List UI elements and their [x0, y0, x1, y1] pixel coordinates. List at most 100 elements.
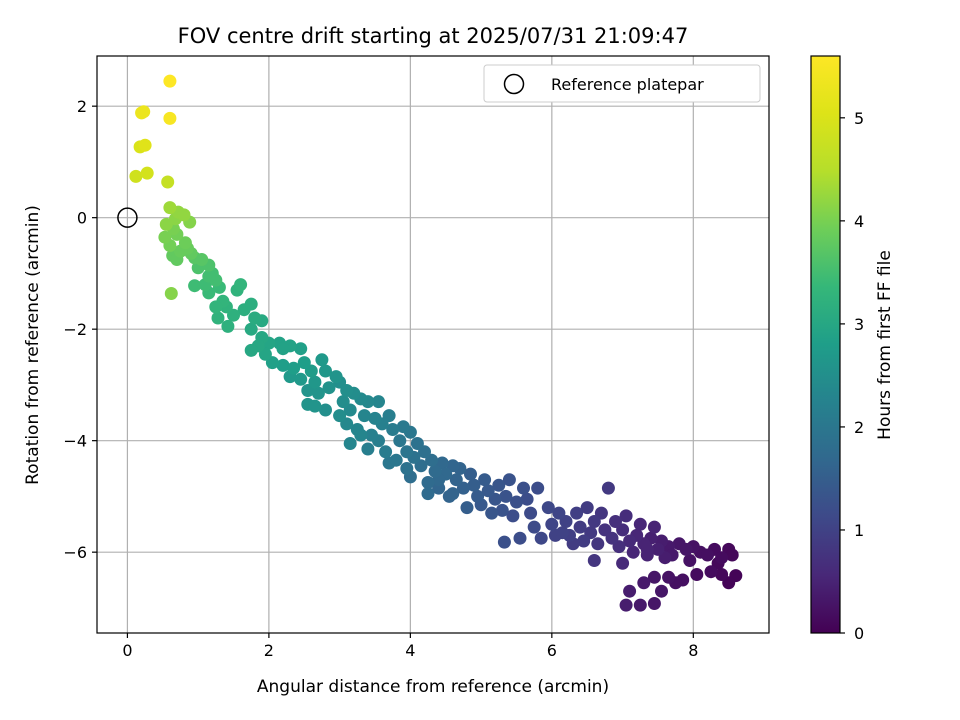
- colorbar-frame: [810, 55, 841, 634]
- legend-box: [483, 64, 761, 103]
- data-point: [623, 584, 637, 598]
- data-point: [400, 462, 414, 475]
- data-point: [138, 138, 152, 152]
- data-point: [221, 319, 235, 333]
- y-tick-label: 2: [77, 97, 87, 116]
- data-point: [502, 473, 516, 487]
- y-axis-label: Rotation from reference (arcmin): [23, 205, 43, 485]
- data-point: [244, 343, 258, 357]
- data-point: [647, 570, 661, 584]
- data-point: [647, 597, 661, 610]
- data-point: [178, 236, 192, 250]
- y-tick-label: 0: [77, 209, 87, 228]
- data-point: [541, 501, 555, 515]
- data-point: [308, 375, 322, 389]
- data-point: [315, 353, 329, 367]
- data-point: [368, 411, 382, 425]
- data-point: [481, 484, 495, 498]
- data-point: [471, 489, 485, 503]
- data-point: [195, 253, 209, 266]
- x-axis-ticks: 0 2 4 6 8: [122, 633, 698, 660]
- data-point: [343, 437, 357, 450]
- data-point: [357, 409, 371, 423]
- data-point: [386, 423, 400, 436]
- data-point: [446, 487, 460, 501]
- data-point: [135, 106, 149, 120]
- data-point: [396, 420, 410, 434]
- colorbar-tick-label: 1: [854, 521, 864, 540]
- data-point: [129, 169, 143, 183]
- data-point: [319, 403, 332, 417]
- data-point: [322, 381, 336, 395]
- data-point: [531, 481, 545, 495]
- data-point: [704, 565, 718, 579]
- data-point: [389, 453, 403, 467]
- data-point: [449, 473, 463, 487]
- data-point: [495, 503, 509, 517]
- colorbar-label: Hours from first FF file: [875, 250, 895, 440]
- colorbar-tick-label: 0: [854, 624, 864, 643]
- data-point: [580, 501, 594, 515]
- data-point: [633, 517, 647, 531]
- data-point: [379, 445, 393, 459]
- x-tick-label: 4: [405, 641, 415, 660]
- data-point: [410, 437, 424, 450]
- data-point: [340, 384, 354, 397]
- colorbar-ticks: 0 1 2 3 4 5: [840, 109, 864, 643]
- data-point: [244, 297, 258, 311]
- data-point: [520, 492, 534, 506]
- data-point: [601, 481, 615, 495]
- data-point: [513, 531, 527, 545]
- data-point: [421, 487, 435, 501]
- data-point: [662, 570, 676, 584]
- data-point: [158, 230, 172, 244]
- plot-frame: [96, 55, 770, 634]
- data-point: [577, 534, 591, 548]
- data-point: [497, 535, 511, 549]
- data-point: [211, 311, 225, 325]
- data-point: [587, 515, 601, 528]
- data-point: [651, 542, 665, 556]
- data-point: [163, 74, 177, 88]
- data-point: [467, 478, 481, 492]
- data-point: [701, 548, 714, 562]
- legend-reference-marker: [503, 73, 525, 95]
- data-point: [623, 534, 637, 548]
- data-point: [499, 489, 513, 503]
- data-point: [460, 501, 474, 515]
- colorbar-tick-label: 2: [854, 418, 864, 437]
- data-point: [163, 201, 177, 215]
- data-point: [140, 166, 154, 180]
- data-point: [517, 481, 530, 495]
- data-point: [683, 554, 697, 567]
- data-point: [591, 537, 605, 551]
- grid-lines: [97, 56, 769, 633]
- data-point: [177, 208, 191, 222]
- data-point: [715, 551, 729, 565]
- data-point: [287, 361, 301, 375]
- data-point: [506, 509, 520, 523]
- data-point: [619, 598, 633, 612]
- data-point: [393, 434, 407, 448]
- x-tick-label: 8: [688, 641, 698, 660]
- data-point: [626, 545, 640, 559]
- data-point: [545, 517, 559, 531]
- data-point: [329, 370, 343, 384]
- data-point: [510, 495, 523, 509]
- data-point: [244, 322, 258, 336]
- data-point: [188, 279, 202, 293]
- data-point: [202, 269, 216, 283]
- data-point: [209, 300, 223, 314]
- data-point: [333, 409, 347, 423]
- data-point: [633, 598, 647, 612]
- data-point: [534, 531, 548, 545]
- data-point: [573, 520, 587, 534]
- data-point: [311, 386, 325, 400]
- data-point: [234, 278, 248, 292]
- x-tick-label: 6: [547, 641, 557, 660]
- data-point: [428, 464, 442, 478]
- data-point: [570, 506, 584, 520]
- y-tick-label: −4: [63, 432, 87, 451]
- data-point: [308, 399, 322, 413]
